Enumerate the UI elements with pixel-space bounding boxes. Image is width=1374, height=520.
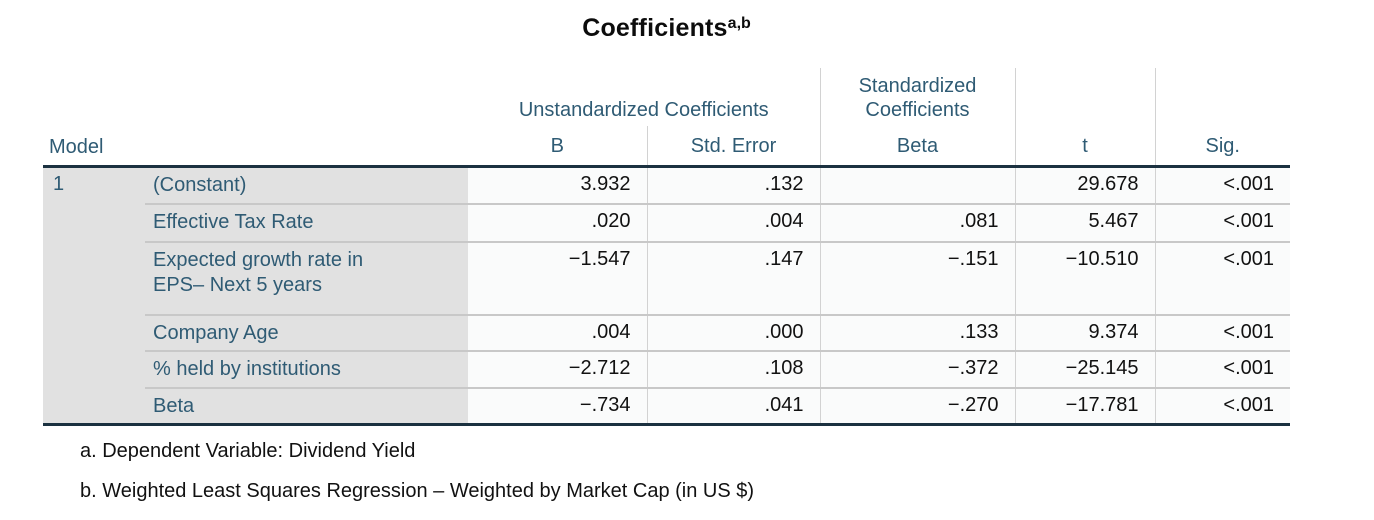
t-cell: 9.374	[1014, 315, 1155, 351]
std-error-cell: .147	[646, 242, 820, 315]
variable-label: Beta	[153, 395, 195, 417]
std-error-cell: .041	[646, 388, 820, 426]
std-error-cell: .000	[646, 315, 820, 351]
col-header-variable-blank	[145, 68, 468, 168]
t-cell: 5.467	[1014, 204, 1155, 242]
std-error-cell: .004	[646, 204, 820, 242]
table-row: 1 (Constant) 3.932 .132 29.678 <.001	[43, 166, 1290, 426]
header-row-columns: B Std. Error Beta t Sig.	[43, 126, 1290, 168]
variable-label: (Constant)	[153, 173, 247, 196]
b-value-cell: −1.547	[468, 242, 647, 315]
variable-label-cell: (Constant)	[145, 166, 468, 204]
table-row: Beta −.734 .041 −.270 −17.781 <.001	[43, 388, 1290, 426]
table-title: Coefficientsa,b	[43, 14, 1290, 43]
col-header-t: t	[1014, 126, 1155, 168]
variable-label-cell: Company Age	[145, 315, 468, 351]
b-value-cell: 3.932	[468, 166, 647, 204]
footnote-a: a. Dependent Variable: Dividend Yield	[80, 440, 416, 462]
coefficients-table: Model Unstandardized Coefficients Standa…	[43, 68, 1290, 426]
beta-cell: .081	[819, 204, 1015, 242]
group-header-unstandardized: Unstandardized Coefficients	[518, 99, 769, 121]
table-title-footnote-markers: a,b	[727, 14, 751, 32]
beta-cell: .133	[819, 315, 1015, 351]
table-row: Company Age .004 .000 .133 9.374 <.001	[43, 315, 1290, 351]
group-header-t-blank	[1014, 68, 1155, 126]
t-cell: −17.781	[1014, 388, 1155, 426]
variable-label-cell: Beta	[145, 388, 468, 426]
beta-cell: −.151	[819, 242, 1015, 315]
variable-label: % held by institutions	[153, 358, 341, 380]
sig-cell: <.001	[1154, 388, 1290, 426]
variable-label-cell: Expected growth rate in EPS– Next 5 year…	[145, 242, 468, 315]
sig-cell: <.001	[1154, 166, 1290, 204]
beta-cell: −.372	[819, 351, 1015, 388]
table-row: Expected growth rate in EPS– Next 5 year…	[43, 242, 1290, 315]
col-header-sig: Sig.	[1154, 126, 1290, 168]
t-cell: 29.678	[1014, 166, 1155, 204]
table-row: % held by institutions −2.712 .108 −.372…	[43, 351, 1290, 388]
col-header-model: Model	[43, 68, 145, 168]
b-value-cell: −2.712	[468, 351, 647, 388]
variable-label-cell: Effective Tax Rate	[145, 204, 468, 242]
group-header-standardized: Standardized Coefficients	[819, 68, 1015, 126]
table-footnotes: a. Dependent Variable: Dividend Yield b.…	[80, 436, 754, 516]
variable-label: Company Age	[153, 322, 279, 344]
col-header-b: B	[468, 126, 647, 168]
t-cell: −10.510	[1014, 242, 1155, 315]
table-row: Effective Tax Rate .020 .004 .081 5.467 …	[43, 204, 1290, 242]
beta-cell	[819, 166, 1015, 204]
sig-cell: <.001	[1154, 204, 1290, 242]
variable-label: Effective Tax Rate	[153, 211, 314, 233]
group-header-sig-blank	[1154, 68, 1290, 126]
b-value-cell: −.734	[468, 388, 647, 426]
variable-label-cell: % held by institutions	[145, 351, 468, 388]
footnote-b: b. Weighted Least Squares Regression – W…	[80, 480, 755, 502]
col-header-beta: Beta	[819, 126, 1015, 168]
std-error-cell: .108	[646, 351, 820, 388]
beta-cell: −.270	[819, 388, 1015, 426]
b-value-cell: .004	[468, 315, 647, 351]
std-error-cell: .132	[646, 166, 820, 204]
header-row-groups: Model Unstandardized Coefficients Standa…	[43, 68, 1290, 168]
variable-label: Expected growth rate in EPS– Next 5 year…	[153, 249, 364, 296]
b-value-cell: .020	[468, 204, 647, 242]
sig-cell: <.001	[1154, 315, 1290, 351]
sig-cell: <.001	[1154, 242, 1290, 315]
sig-cell: <.001	[1154, 351, 1290, 388]
col-header-std-error: Std. Error	[646, 126, 820, 168]
table-title-text: Coefficients	[582, 14, 728, 42]
model-number-cell: 1	[43, 166, 145, 426]
t-cell: −25.145	[1014, 351, 1155, 388]
